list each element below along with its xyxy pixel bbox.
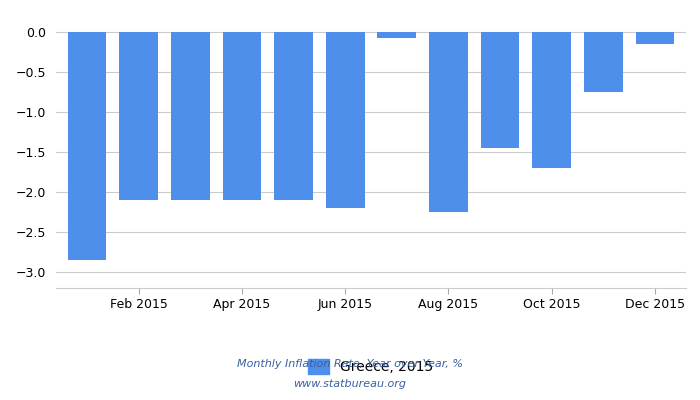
- Bar: [377, 32, 416, 38]
- Text: www.statbureau.org: www.statbureau.org: [293, 379, 407, 389]
- Bar: [481, 32, 519, 148]
- Bar: [274, 32, 313, 200]
- Bar: [68, 32, 106, 260]
- Legend: Greece, 2015: Greece, 2015: [303, 354, 439, 380]
- Bar: [636, 32, 674, 44]
- Bar: [584, 32, 623, 92]
- Bar: [326, 32, 365, 208]
- Bar: [171, 32, 209, 200]
- Text: Monthly Inflation Rate, Year over Year, %: Monthly Inflation Rate, Year over Year, …: [237, 359, 463, 369]
- Bar: [429, 32, 468, 212]
- Bar: [533, 32, 571, 168]
- Bar: [119, 32, 158, 200]
- Bar: [223, 32, 261, 200]
